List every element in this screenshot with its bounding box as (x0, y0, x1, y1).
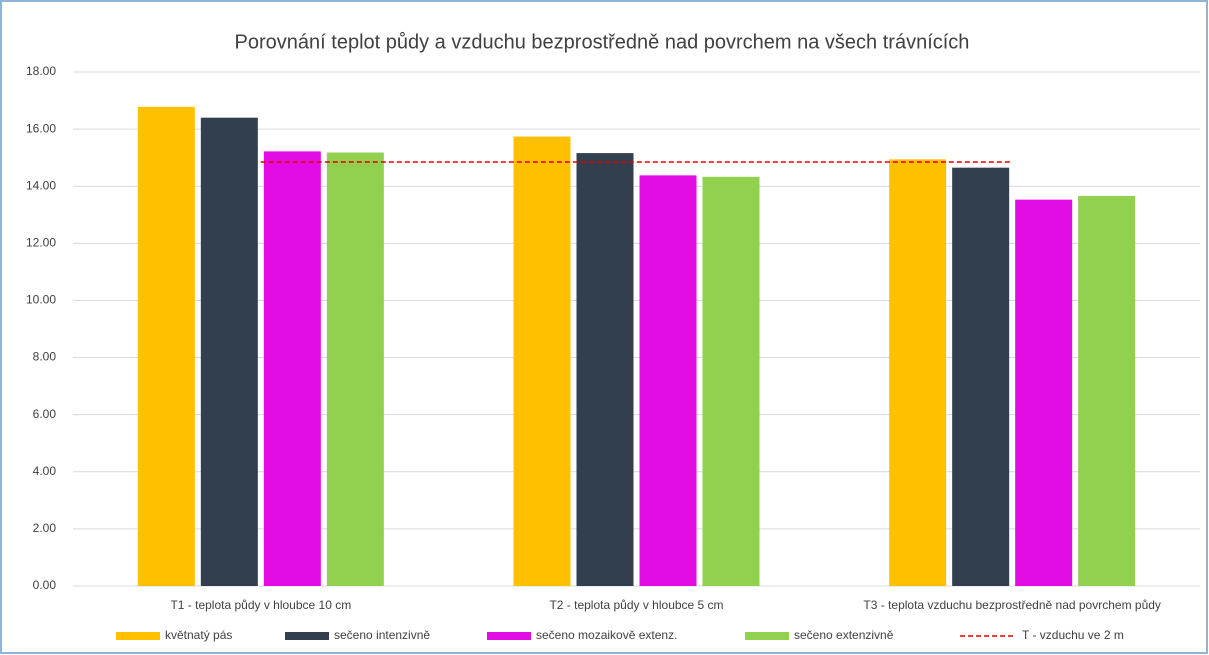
bar (200, 117, 258, 586)
x-tick-label: T1 - teplota půdy v hloubce 10 cm (170, 598, 351, 612)
bar (576, 153, 634, 586)
bar (137, 106, 195, 587)
legend-swatch (487, 632, 531, 640)
legend-swatch (116, 632, 160, 640)
y-tick-label: 18.00 (26, 64, 56, 78)
legend-label: sečeno mozaikově extenz. (536, 628, 677, 642)
y-tick-label: 10.00 (26, 293, 56, 307)
legend-swatch (745, 632, 789, 640)
bar (1078, 195, 1136, 587)
bar (639, 175, 697, 587)
y-tick-label: 6.00 (33, 407, 57, 421)
legend-label: květnatý pás (165, 628, 232, 642)
legend-label: sečeno intenzivně (334, 628, 430, 642)
bar (513, 136, 571, 586)
legend-swatch (285, 632, 329, 640)
y-tick-label: 4.00 (33, 464, 57, 478)
y-tick-label: 0.00 (33, 578, 57, 592)
x-tick-label: T2 - teplota půdy v hloubce 5 cm (549, 598, 723, 612)
bar (263, 151, 321, 586)
bar (326, 152, 384, 586)
y-tick-label: 8.00 (33, 350, 57, 364)
y-tick-label: 16.00 (26, 121, 56, 135)
bar (702, 176, 760, 586)
bar (952, 167, 1010, 586)
y-tick-label: 2.00 (33, 521, 57, 535)
x-tick-label: T3 - teplota vzduchu bezprostředně nad p… (863, 598, 1161, 612)
y-tick-label: 14.00 (26, 178, 56, 192)
legend-label: T - vzduchu ve 2 m (1022, 628, 1124, 642)
bar (889, 159, 947, 586)
legend-label: sečeno extenzivně (794, 628, 894, 642)
chart-title: Porovnání teplot půdy a vzduchu bezprost… (235, 31, 970, 53)
bar (1015, 199, 1073, 587)
y-tick-label: 12.00 (26, 236, 56, 250)
